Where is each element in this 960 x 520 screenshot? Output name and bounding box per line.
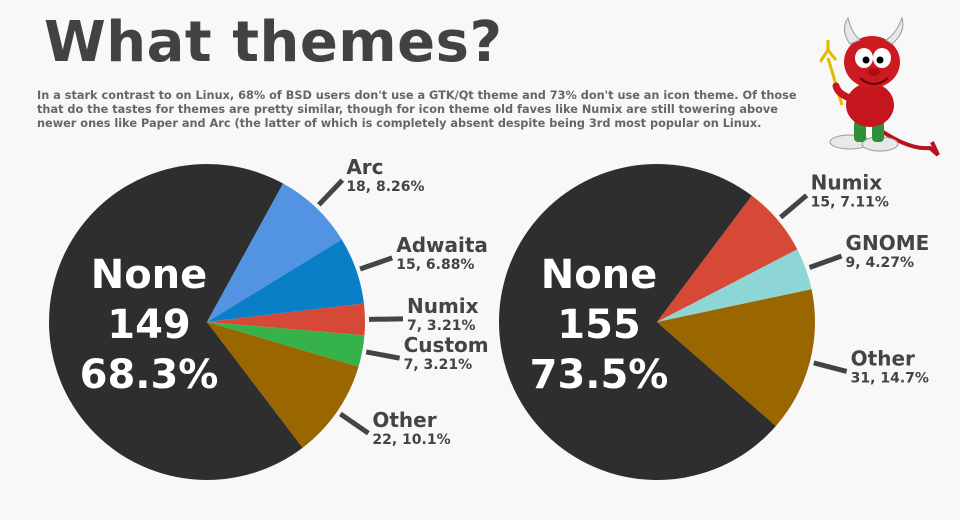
pie-slice-gnome (657, 249, 812, 322)
pie-slice-other (657, 289, 815, 427)
slice-name-label: GNOME (846, 231, 930, 255)
slice-name-label: Arc (346, 155, 383, 179)
center-label-percent: 73.5% (530, 352, 669, 398)
slice-value-label: 9, 4.27% (846, 255, 915, 271)
slice-name-label: Other (372, 408, 436, 432)
center-label-count: 149 (107, 302, 191, 348)
page-subtitle: In a stark contrast to on Linux, 68% of … (37, 89, 797, 130)
slice-value-label: 15, 7.11% (811, 194, 889, 210)
leader-line (808, 253, 843, 270)
center-label-name: None (541, 252, 658, 298)
slice-value-label: 31, 14.7% (851, 370, 929, 386)
slice-name-label: Numix (811, 170, 883, 194)
slice-value-label: 7, 3.21% (404, 357, 473, 373)
center-label-count: 155 (557, 302, 641, 348)
slice-name-label: Other (851, 346, 915, 370)
leader-line (813, 360, 848, 374)
pie-slice-arc (207, 183, 342, 322)
slice-name-label: Adwaita (396, 233, 488, 257)
leader-line (368, 316, 404, 322)
slice-value-label: 7, 3.21% (407, 318, 476, 334)
bsd-daemon-icon (820, 16, 940, 157)
slice-value-label: 18, 8.26% (346, 179, 424, 195)
pie-slice-none (498, 163, 776, 480)
pie-slice-numix (207, 303, 366, 336)
pie-slice-numix (657, 195, 798, 322)
leader-line (338, 411, 370, 436)
leader-line (779, 193, 809, 220)
pie-slice-adwaita (207, 239, 364, 322)
leader-line (317, 178, 345, 207)
center-label-name: None (91, 252, 208, 298)
slice-name-label: Numix (407, 294, 479, 318)
page-title: What themes? (44, 10, 503, 75)
slice-value-label: 15, 6.88% (396, 257, 474, 273)
slice-name-label: Custom (404, 333, 489, 357)
slice-value-label: 22, 10.1% (372, 432, 450, 448)
pie-slice-custom (207, 322, 365, 367)
pie-slice-other (207, 322, 359, 448)
center-label-percent: 68.3% (80, 352, 219, 398)
pie-slice-none (48, 164, 303, 480)
leader-line (359, 255, 394, 272)
leader-line (365, 349, 401, 361)
